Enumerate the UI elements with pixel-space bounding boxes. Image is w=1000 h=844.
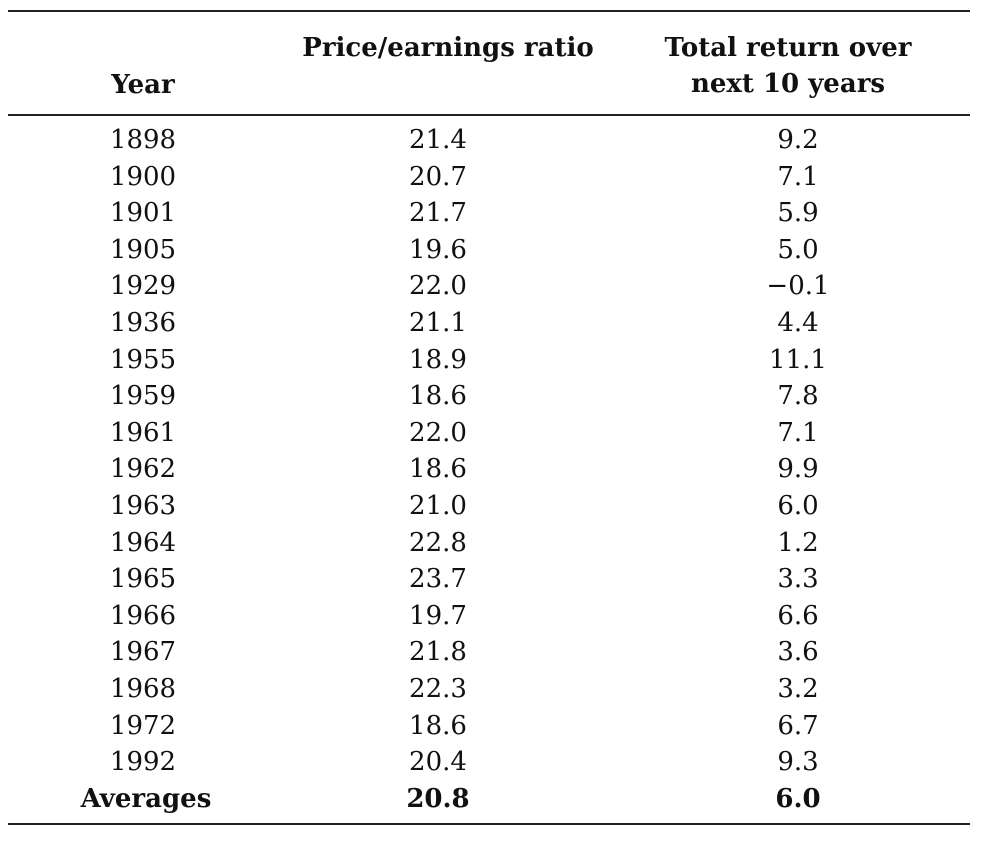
cell-return: 5.9	[777, 198, 819, 229]
cell-year: 1972	[109, 710, 177, 741]
table-row: 1962 18.6 9.9	[8, 451, 970, 488]
cell-year: 1936	[109, 307, 177, 338]
cell-return: 3.2	[777, 673, 819, 704]
cell-return: 4.4	[777, 307, 819, 338]
table-row: 1901 21.7 5.9	[8, 195, 970, 232]
cell-year: 1898	[109, 125, 177, 155]
table-row: 1967 21.8 3.6	[8, 634, 970, 671]
cell-pe: 20.7	[409, 161, 467, 192]
table-row: 1992 20.4 9.3	[8, 744, 970, 781]
cell-return: 9.9	[777, 454, 819, 485]
cell-return: 1.2	[777, 527, 819, 558]
header-year: Year	[111, 70, 175, 100]
cell-pe: 18.6	[409, 710, 467, 741]
cell-year: 1955	[109, 344, 177, 375]
cell-return: −0.1	[766, 271, 830, 302]
averages-label: Averages	[80, 783, 212, 814]
cell-year: 1963	[109, 490, 177, 521]
cell-year: 1962	[109, 454, 177, 485]
cell-return: 9.3	[777, 747, 819, 778]
cell-pe: 21.0	[409, 490, 467, 521]
cell-return: 7.8	[777, 381, 819, 412]
cell-pe: 18.6	[409, 381, 467, 412]
cell-return: 3.6	[777, 637, 819, 668]
table-row: 1959 18.6 7.8	[8, 378, 970, 415]
cell-return: 6.7	[777, 710, 819, 741]
cell-pe: 18.6	[409, 454, 467, 485]
table-row: 1972 18.6 6.7	[8, 708, 970, 745]
cell-year: 1959	[109, 381, 177, 412]
cell-year: 1929	[109, 271, 177, 302]
table-row: 1936 21.1 4.4	[8, 305, 970, 342]
cell-year: 1968	[109, 673, 177, 704]
table-row: 1905 19.6 5.0	[8, 232, 970, 269]
cell-return: 7.1	[777, 161, 819, 192]
cell-year: 1967	[109, 637, 177, 668]
header-total-return-line2: next 10 years	[690, 69, 886, 99]
cell-year: 1964	[109, 527, 177, 558]
cell-year: 1905	[109, 234, 177, 265]
table-row: 1929 22.0 −0.1	[8, 268, 970, 305]
cell-return: 5.0	[777, 234, 819, 265]
cell-year: 1900	[109, 161, 177, 192]
averages-row: Averages 20.8 6.0	[8, 781, 970, 818]
header-pe-ratio: Price/earnings ratio	[302, 33, 594, 63]
bottom-rule	[8, 823, 970, 826]
table-row: 1963 21.0 6.0	[8, 488, 970, 525]
table-row: 1965 23.7 3.3	[8, 561, 970, 598]
table-row: 1961 22.0 7.1	[8, 415, 970, 452]
cell-year: 1901	[109, 198, 177, 229]
table-body: 1898 21.4 9.2 1900 20.7 7.1 1901 21.7 5.9 1905…	[8, 116, 970, 823]
cell-pe: 21.4	[409, 125, 467, 155]
table-row: 1966 19.7 6.6	[8, 598, 970, 635]
cell-pe: 22.3	[409, 673, 467, 704]
cell-return: 6.6	[777, 600, 819, 631]
cell-pe: 19.6	[409, 234, 467, 265]
cell-return: 7.1	[777, 417, 819, 448]
table-row: 1900 20.7 7.1	[8, 159, 970, 196]
cell-year: 1965	[109, 564, 177, 595]
cell-return: 9.2	[777, 125, 819, 155]
averages-pe: 20.8	[406, 783, 470, 814]
cell-pe: 21.8	[409, 637, 467, 668]
cell-pe: 22.8	[409, 527, 467, 558]
cell-year: 1992	[109, 747, 177, 778]
cell-pe: 22.0	[409, 417, 467, 448]
table-row: 1955 18.9 11.1	[8, 342, 970, 379]
top-rule	[8, 10, 970, 12]
table-row: 1964 22.8 1.2	[8, 525, 970, 562]
pe-return-table: Year Price/earnings ratio Total return o…	[8, 10, 970, 826]
table-header: Year Price/earnings ratio Total return o…	[8, 12, 970, 114]
cell-return: 3.3	[777, 564, 819, 595]
cell-year: 1966	[109, 600, 177, 631]
cell-pe: 19.7	[409, 600, 467, 631]
header-total-return: Total return over next 10 years	[638, 30, 938, 102]
averages-return: 6.0	[775, 783, 821, 814]
cell-pe: 23.7	[409, 564, 467, 595]
table-row: 1968 22.3 3.2	[8, 671, 970, 708]
header-rule	[8, 114, 970, 116]
cell-pe: 18.9	[409, 344, 467, 375]
header-total-return-line1: Total return over	[664, 33, 912, 63]
cell-year: 1961	[109, 417, 177, 448]
table-row: 1898 21.4 9.2	[8, 122, 970, 159]
cell-return: 6.0	[777, 490, 819, 521]
cell-return: 11.1	[769, 344, 827, 375]
cell-pe: 21.7	[409, 198, 467, 229]
cell-pe: 20.4	[409, 747, 467, 778]
cell-pe: 22.0	[409, 271, 467, 302]
cell-pe: 21.1	[409, 307, 467, 338]
